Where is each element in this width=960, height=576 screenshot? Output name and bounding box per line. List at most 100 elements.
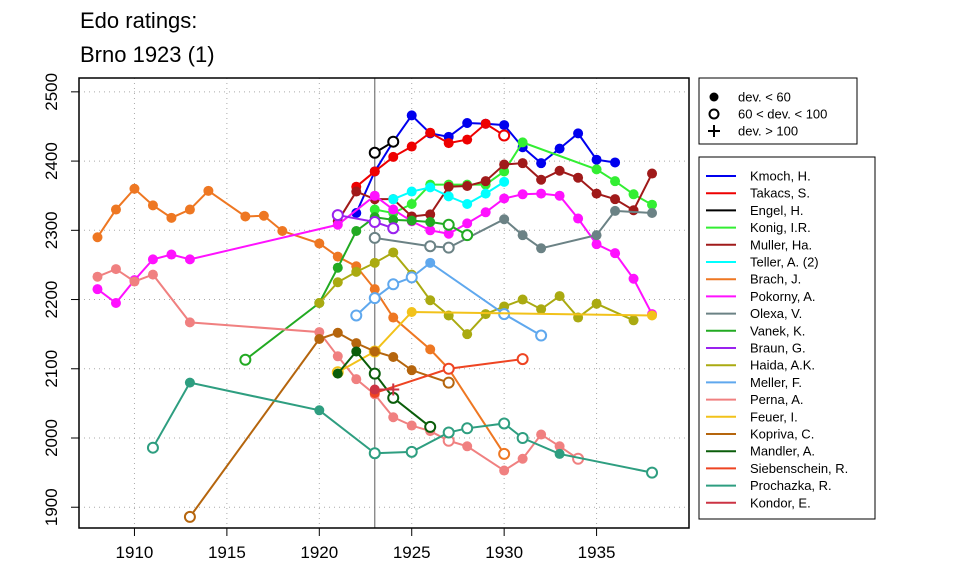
data-point-filled — [314, 298, 325, 308]
data-point-filled — [499, 214, 510, 225]
series-legend-label: Kmoch, H. — [750, 169, 811, 184]
data-point-open — [387, 222, 400, 235]
data-point-filled — [536, 243, 547, 254]
data-point-filled — [480, 118, 491, 129]
data-point-filled — [591, 230, 602, 241]
data-point-filled — [462, 329, 473, 340]
data-point-filled — [443, 181, 454, 192]
data-point-filled — [443, 191, 454, 202]
data-point-open — [331, 209, 344, 222]
data-point-filled — [647, 208, 658, 218]
data-point-filled — [554, 291, 565, 302]
data-point-filled — [92, 284, 103, 295]
data-point-filled — [314, 238, 325, 249]
y-tick-label: 2200 — [42, 281, 61, 319]
data-point-open — [368, 292, 381, 305]
series-group — [350, 257, 548, 342]
data-point-open — [646, 466, 659, 479]
data-point-filled — [591, 188, 602, 199]
data-point-filled — [388, 194, 399, 205]
deviation-legend-box — [698, 77, 858, 145]
series-legend-label: Feuer, I. — [750, 409, 798, 424]
data-point-filled — [406, 199, 417, 209]
dev-legend-label: dev. < 60 — [738, 90, 791, 105]
series-legend: Kmoch, H. Takacs, S. Engel, H. Konig, I.R. M… — [698, 156, 876, 520]
data-point-filled — [406, 215, 417, 226]
data-point-filled — [462, 181, 473, 191]
data-point-filled — [203, 185, 214, 196]
data-point-filled — [425, 127, 436, 138]
data-point-filled — [369, 384, 380, 395]
y-tick-label: 2300 — [42, 211, 61, 249]
data-point-filled — [388, 352, 399, 362]
data-point-filled — [425, 295, 436, 306]
data-point-filled — [573, 172, 584, 183]
data-point-filled — [554, 190, 565, 201]
data-point-filled — [536, 174, 547, 185]
data-point-filled — [369, 346, 380, 357]
data-point-open — [387, 135, 400, 148]
data-point-filled — [499, 159, 510, 170]
data-point-filled — [499, 120, 510, 131]
data-point-open — [146, 441, 159, 454]
data-point-filled — [425, 209, 436, 220]
x-tick-label: 1935 — [578, 543, 616, 562]
data-point-open — [442, 241, 455, 254]
data-point-filled — [351, 186, 362, 197]
data-point-open — [442, 362, 455, 375]
data-point-filled — [314, 334, 325, 344]
data-point-filled — [184, 254, 195, 265]
series-line — [318, 251, 634, 336]
data-point-filled — [536, 158, 547, 169]
data-point-filled — [332, 368, 343, 379]
dev-legend-label: dev. > 100 — [738, 124, 798, 139]
data-point-filled — [240, 211, 251, 222]
series-legend-label: Olexa, V. — [750, 306, 802, 321]
data-point-filled — [536, 429, 547, 440]
data-point-filled — [129, 183, 140, 194]
data-point-filled — [591, 239, 602, 250]
series-line — [337, 214, 394, 230]
data-point-filled — [610, 176, 621, 187]
data-point-filled — [610, 205, 621, 216]
deviation-legend: dev. < 60 60 < dev. < 100 dev. > 100 — [698, 77, 858, 145]
series-legend-label: Mandler, A. — [750, 444, 815, 459]
data-point-open — [498, 129, 511, 142]
chart-title-line-1: Edo ratings: — [80, 8, 197, 33]
data-point-filled — [536, 188, 547, 199]
data-point-filled — [332, 351, 343, 362]
data-point-filled — [388, 204, 399, 215]
series-legend-label: Kopriva, C. — [750, 427, 814, 442]
data-point-open — [424, 420, 437, 433]
data-point-filled — [406, 307, 417, 317]
data-point-filled — [480, 309, 491, 320]
series-layer — [92, 110, 659, 523]
data-point-filled — [536, 304, 547, 315]
data-point-filled — [610, 157, 621, 168]
data-point-filled — [332, 277, 343, 288]
series-group — [146, 377, 659, 479]
data-point-filled — [166, 212, 177, 223]
data-point-filled — [406, 420, 417, 431]
data-point-open — [387, 278, 400, 291]
series-group — [369, 383, 400, 396]
data-point-filled — [388, 312, 399, 323]
series-line — [96, 187, 505, 455]
data-point-filled — [351, 266, 362, 277]
data-point-filled — [628, 273, 639, 284]
data-point-filled — [166, 249, 177, 260]
data-point-filled — [184, 317, 195, 328]
data-point-filled — [351, 346, 362, 357]
series-group — [331, 307, 658, 379]
data-point-filled — [443, 228, 454, 239]
data-point-filled — [517, 137, 528, 148]
series-legend-label: Perna, A. — [750, 392, 803, 407]
data-point-open — [498, 447, 511, 460]
data-point-filled — [406, 141, 417, 152]
series-line — [337, 310, 653, 374]
data-point-open — [368, 367, 381, 380]
series-group — [368, 135, 400, 159]
series-legend-label: Brach, J. — [750, 272, 801, 287]
